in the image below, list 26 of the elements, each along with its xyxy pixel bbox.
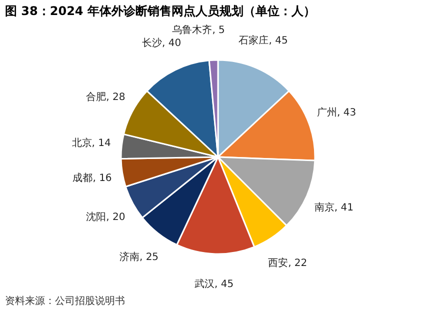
slice-label: 济南 — [119, 250, 140, 263]
data-label: , 22 — [288, 258, 308, 269]
data-label: , 45 — [214, 278, 234, 290]
data-label: , 45 — [268, 36, 288, 47]
data-label: , 16 — [92, 172, 112, 184]
slice-label: 广州 — [317, 106, 338, 119]
slice-label: 长沙 — [142, 37, 162, 50]
slice-label: 南京 — [314, 202, 334, 214]
data-label: , 20 — [106, 212, 126, 224]
data-label: , 28 — [106, 92, 126, 103]
slice-label: 乌鲁木齐 — [172, 24, 212, 36]
slice-label: 武汉 — [194, 278, 215, 290]
slice-label: 石家庄 — [238, 34, 269, 47]
slice-label: 合肥 — [86, 90, 106, 103]
data-label: , 5 — [212, 25, 225, 36]
data-label: , 25 — [139, 252, 159, 263]
data-label: , 40 — [162, 38, 182, 50]
text: 资料来源：公司招股说明书 — [5, 295, 125, 307]
slice-label: 成都 — [72, 172, 93, 184]
data-label: , 14 — [92, 138, 111, 150]
slice-label: 北京 — [72, 137, 92, 150]
chart-title: 图 38：2024 年体外诊断销售网点人员规划（单位：人） — [5, 4, 316, 18]
slice-label: 西安 — [268, 256, 288, 269]
slice-label: 沈阳 — [86, 211, 106, 224]
data-label: , 43 — [337, 108, 356, 119]
data-label: , 41 — [334, 202, 354, 214]
